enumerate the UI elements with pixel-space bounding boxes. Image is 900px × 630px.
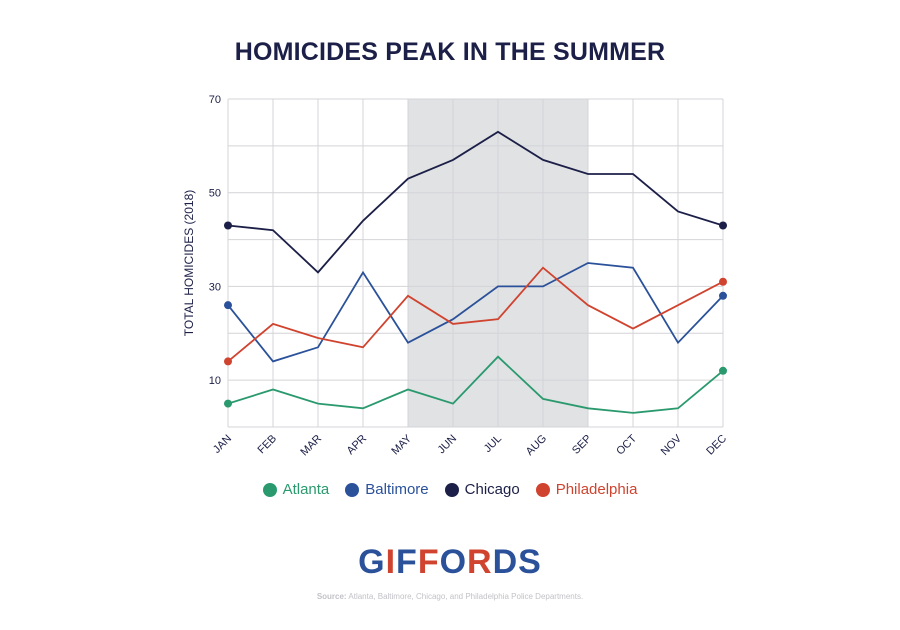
chart-title: HOMICIDES PEAK IN THE SUMMER: [234, 38, 666, 66]
y-tick-label: 10: [209, 375, 221, 387]
legend-item-chicago: Chicago: [444, 481, 520, 498]
x-tick-label: MAR: [298, 433, 324, 459]
x-tick-label: JUL: [482, 433, 504, 455]
legend-swatch: [444, 482, 459, 497]
legend-swatch: [535, 482, 550, 497]
series-line-philadelphia: [227, 266, 724, 363]
series-line-chicago: [227, 130, 724, 274]
series-point-chicago: [224, 221, 232, 230]
legend-item-philadelphia: Philadelphia: [535, 481, 638, 498]
source-note: Source: Atlanta, Baltimore, Chicago, and…: [0, 592, 900, 601]
source-text: Atlanta, Baltimore, Chicago, and Philade…: [346, 592, 584, 601]
legend-swatch: [262, 482, 277, 497]
x-tick-label: NOV: [659, 432, 685, 458]
series-point-atlanta: [719, 366, 727, 375]
y-tick-label: 30: [209, 281, 221, 293]
series-line-atlanta: [227, 355, 724, 414]
series-point-chicago: [719, 221, 727, 230]
source-label: Source:: [316, 592, 347, 601]
legend-label: Baltimore: [365, 481, 429, 498]
x-tick-label: JAN: [211, 433, 234, 456]
x-tick-label: JUN: [436, 433, 460, 457]
series-point-atlanta: [224, 399, 232, 408]
x-tick-label: OCT: [614, 432, 639, 457]
series-point-baltimore: [719, 291, 727, 300]
chart-legend: Atlanta Baltimore Chicago Philadelphia: [0, 481, 900, 498]
legend-item-baltimore: Baltimore: [345, 481, 429, 498]
y-tick-label: 50: [209, 188, 221, 200]
legend-item-atlanta: Atlanta: [262, 481, 330, 498]
series-point-philadelphia: [719, 277, 727, 286]
series-line-baltimore: [227, 262, 724, 363]
x-tick-label: APR: [345, 433, 370, 458]
gifford-logo: GIFFORDS: [358, 543, 542, 581]
legend-label: Philadelphia: [555, 481, 638, 498]
x-tick-label: DEC: [704, 433, 729, 458]
y-axis-label: TOTAL HOMICIDES (2018): [182, 190, 196, 336]
series-point-philadelphia: [224, 357, 232, 366]
legend-label: Chicago: [464, 481, 520, 498]
legend-label: Atlanta: [282, 481, 330, 498]
x-tick-label: AUG: [524, 433, 549, 458]
series-point-baltimore: [224, 301, 232, 310]
legend-swatch: [345, 482, 360, 497]
y-tick-label: 70: [209, 94, 221, 106]
x-tick-label: SEP: [570, 433, 594, 457]
x-tick-label: FEB: [255, 433, 279, 457]
x-tick-label: MAY: [389, 432, 414, 457]
